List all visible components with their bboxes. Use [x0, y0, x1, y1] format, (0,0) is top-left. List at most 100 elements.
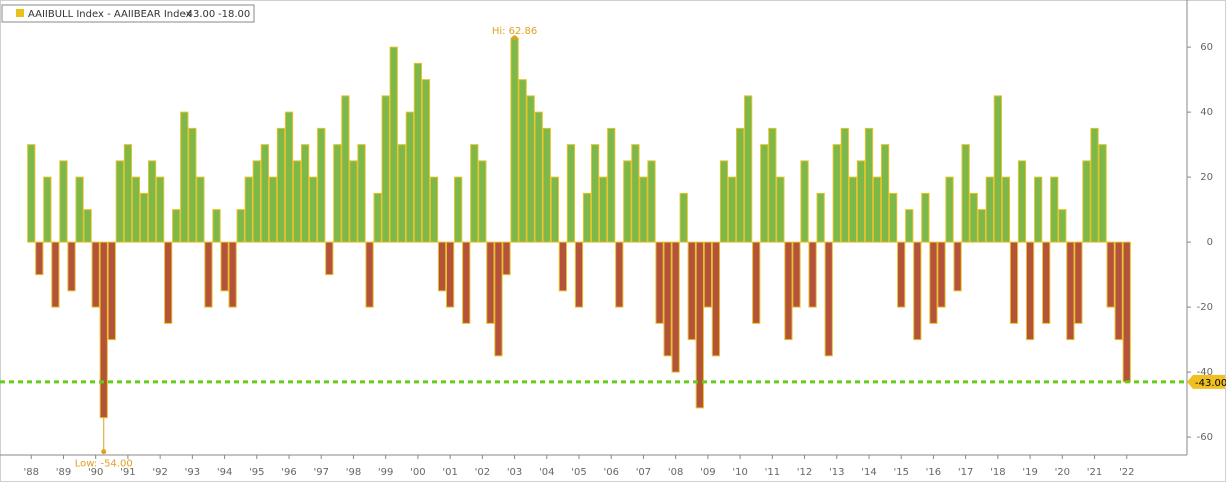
high-marker: [512, 35, 518, 41]
bar: [188, 127, 197, 243]
bar: [260, 144, 269, 243]
bar: [655, 241, 664, 324]
x-tick-label: '04: [539, 467, 554, 478]
bar: [413, 62, 423, 243]
bar: [663, 241, 672, 357]
bar: [744, 95, 753, 243]
x-tick-label: '18: [990, 467, 1005, 478]
x-tick-label: '05: [571, 467, 586, 478]
bar: [99, 241, 108, 419]
legend-value: -18.00: [218, 9, 250, 20]
bar: [961, 144, 970, 243]
bar: [985, 176, 994, 243]
plot-area: [27, 37, 1131, 419]
bar: [719, 160, 729, 243]
bar: [252, 160, 261, 243]
bar: [123, 144, 133, 243]
bar: [735, 127, 745, 243]
bar: [977, 209, 986, 243]
x-tick-label: '14: [861, 467, 876, 478]
bar: [156, 176, 165, 243]
bar: [357, 144, 366, 243]
bar: [768, 127, 777, 243]
x-tick-label: '00: [410, 467, 425, 478]
bar: [953, 241, 962, 292]
bar: [792, 241, 801, 308]
bar: [1025, 241, 1035, 341]
x-tick-label: '22: [1119, 467, 1134, 478]
bar: [607, 127, 616, 243]
bar: [824, 241, 833, 357]
bar: [317, 127, 326, 243]
bar: [929, 241, 938, 324]
bar: [486, 241, 495, 324]
bar: [59, 160, 68, 243]
bar: [864, 127, 874, 243]
bar: [889, 192, 898, 243]
legend-swatch: [16, 9, 24, 17]
bar: [574, 241, 584, 308]
bar: [703, 241, 713, 308]
x-tick-label: '03: [507, 467, 522, 478]
bar: [872, 176, 882, 243]
legend-box: [1, 4, 255, 23]
bar: [470, 144, 479, 243]
y-tick-label: 60: [1200, 42, 1213, 53]
low-label: Low: -54.00: [75, 459, 133, 470]
x-tick-label: '91: [120, 467, 135, 478]
bar: [937, 241, 946, 308]
bar: [445, 241, 455, 308]
bar: [1074, 241, 1083, 324]
bar: [164, 241, 173, 324]
bar: [1001, 176, 1011, 243]
bar: [397, 144, 406, 243]
bar: [437, 241, 447, 292]
bar: [91, 241, 100, 308]
bar: [115, 160, 124, 243]
bar: [43, 176, 52, 243]
x-tick-label: '98: [346, 467, 361, 478]
y-tick-label: 0: [1207, 237, 1213, 248]
low-marker: [101, 449, 107, 455]
bar: [631, 144, 640, 243]
bar: [534, 111, 543, 243]
bar: [276, 127, 286, 243]
bar: [462, 241, 471, 324]
bar: [454, 176, 463, 243]
x-tick-label: '93: [185, 467, 200, 478]
x-tick-label: '07: [636, 467, 651, 478]
bar: [1082, 160, 1091, 243]
bar: [228, 241, 237, 308]
x-tick-label: '95: [249, 467, 264, 478]
x-tick-label: '13: [829, 467, 844, 478]
bar: [687, 241, 696, 341]
bar: [1017, 160, 1027, 243]
bar: [832, 144, 841, 243]
bar: [647, 160, 656, 243]
x-tick-label: '06: [603, 467, 618, 478]
bar: [180, 111, 189, 243]
legend-label: AAIIBULL Index - AAIIBEAR Index: [28, 9, 191, 20]
bar: [204, 241, 213, 308]
bar: [244, 176, 253, 243]
bar: [856, 160, 866, 243]
bar: [913, 241, 922, 341]
bar: [921, 192, 930, 243]
bar: [365, 241, 374, 308]
bar: [880, 144, 890, 243]
bar: [502, 241, 511, 276]
bar: [83, 209, 92, 243]
bar: [800, 160, 809, 243]
bar: [349, 160, 358, 243]
bar: [1034, 176, 1043, 243]
bar: [429, 176, 439, 243]
bar: [671, 241, 680, 373]
bar: [639, 176, 648, 243]
y-tick-label: -40: [1197, 367, 1213, 378]
bar: [558, 241, 568, 292]
bar: [945, 176, 954, 243]
bar: [840, 127, 849, 243]
bar: [760, 144, 769, 243]
bar: [727, 176, 737, 243]
